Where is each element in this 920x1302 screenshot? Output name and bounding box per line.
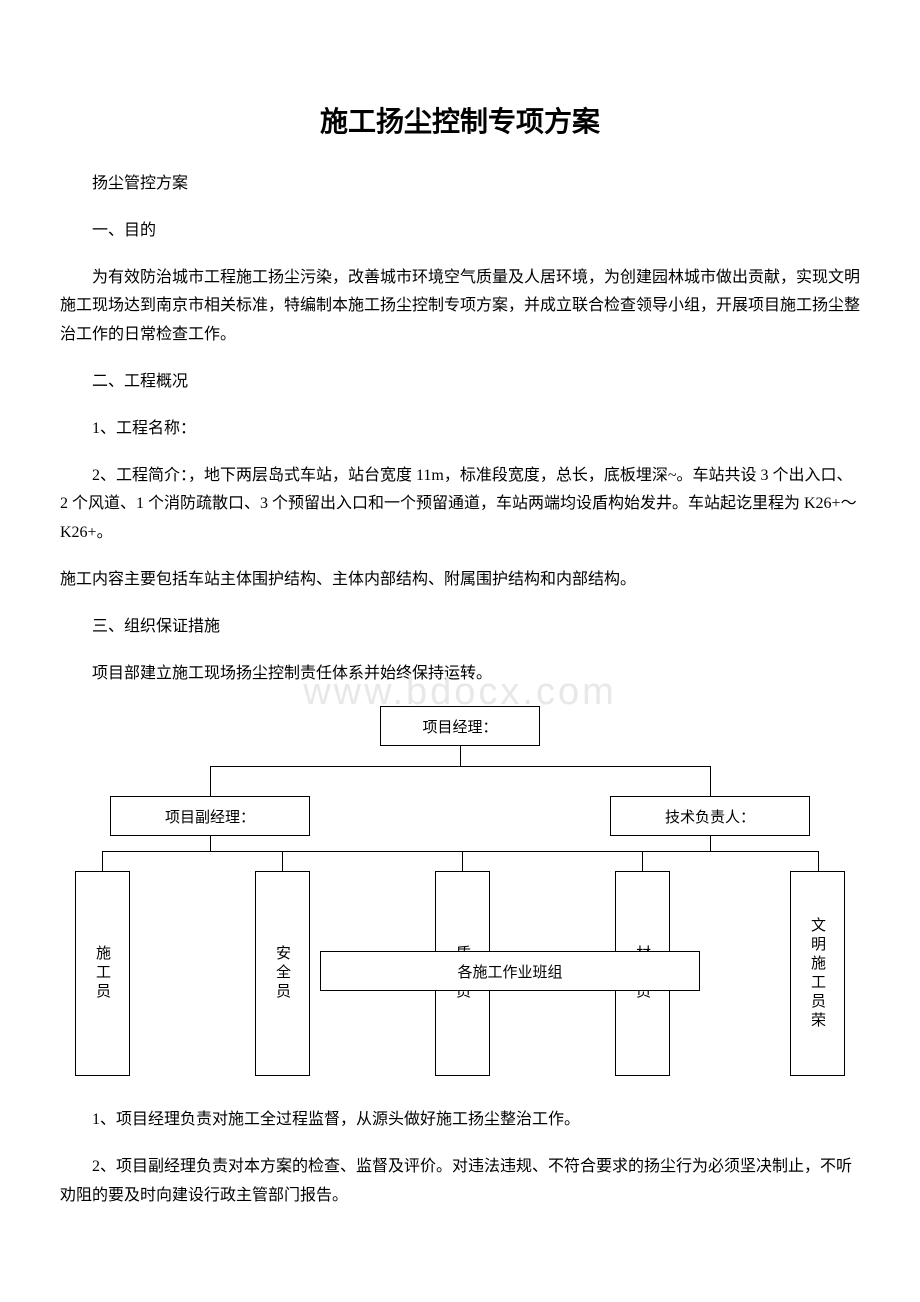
para-subtitle: 扬尘管控方案 <box>60 170 860 199</box>
heading-measures: 三、组织保证措施 <box>60 613 860 642</box>
connector <box>282 851 283 871</box>
node-deputy-manager: 项目副经理： <box>110 796 310 836</box>
node-project-manager: 项目经理： <box>380 706 540 746</box>
node-construction-staff: 施工员 <box>75 871 130 1076</box>
connector <box>460 746 461 766</box>
para-item-2: 2、项目副经理负责对本方案的检查、监督及评价。对违法违规、不符合要求的扬尘行为必… <box>60 1153 860 1211</box>
connector <box>102 851 818 852</box>
document-title: 施工扬尘控制专项方案 <box>60 100 860 140</box>
heading-overview: 二、工程概况 <box>60 368 860 397</box>
connector <box>210 766 211 796</box>
connector <box>210 766 710 767</box>
connector <box>642 851 643 871</box>
connector <box>710 766 711 796</box>
para-project-brief: 2、工程简介：，地下两层岛式车站，站台宽度 11m，标准段宽度，总长，底板埋深~… <box>60 462 860 548</box>
node-tech-lead: 技术负责人： <box>610 796 810 836</box>
node-safety-staff: 安全员 <box>255 871 310 1076</box>
para-item-1: 1、项目经理负责对施工全过程监督，从源头做好施工扬尘整治工作。 <box>60 1106 860 1135</box>
para-project-name: 1、工程名称： <box>60 415 860 444</box>
para-construction-content: 施工内容主要包括车站主体围护结构、主体内部结构、附属围护结构和内部结构。 <box>60 566 860 595</box>
heading-purpose: 一、目的 <box>60 217 860 246</box>
connector <box>462 851 463 871</box>
para-responsibility: 项目部建立施工现场扬尘控制责任体系并始终保持运转。 <box>60 660 860 689</box>
org-chart: www.bdocx.com 项目经理： 项目副经理： 技术负责人： 施工员 安全… <box>60 706 860 1086</box>
connector <box>102 851 103 871</box>
para-purpose-body: 为有效防治城市工程施工扬尘污染，改善城市环境空气质量及人居环境，为创建园林城市做… <box>60 264 860 350</box>
node-civilized-staff: 文明施工员荣 <box>790 871 845 1076</box>
connector <box>210 836 211 851</box>
connector <box>710 836 711 851</box>
connector <box>818 851 819 871</box>
node-work-teams: 各施工作业班组 <box>320 951 700 991</box>
